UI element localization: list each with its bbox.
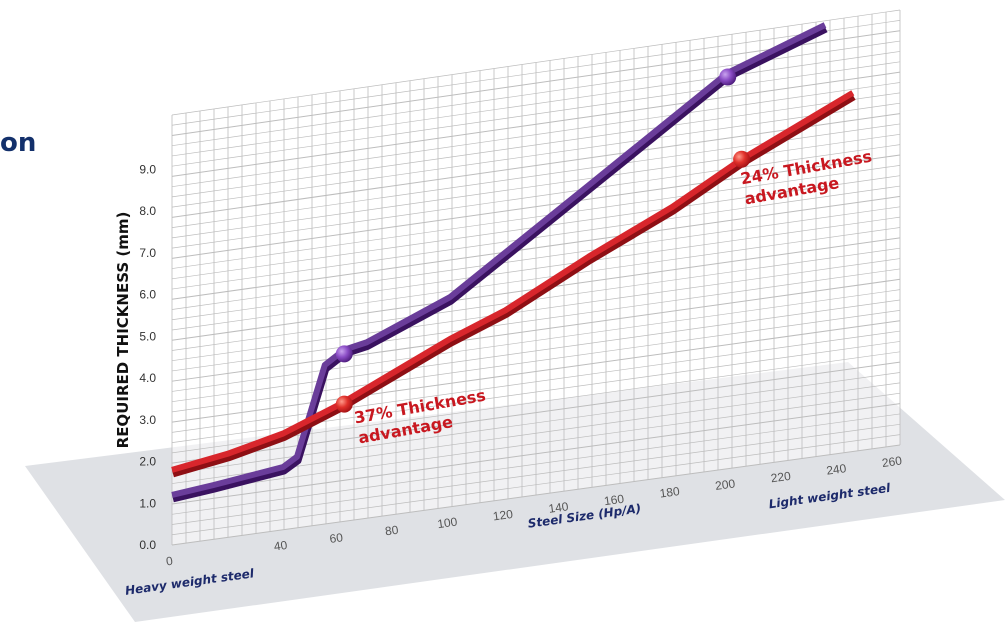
page-title-fragment: on (0, 128, 37, 158)
grid-line-horizontal (171, 444, 901, 546)
grid-line-horizontal (171, 423, 901, 525)
y-tick-label: 3.0 (139, 413, 156, 427)
grid-line-horizontal (171, 165, 901, 269)
x-tick-label: 220 (770, 469, 792, 486)
grid-line-horizontal (171, 102, 901, 208)
grid-line-horizontal (171, 278, 901, 382)
grid-line-horizontal (171, 61, 901, 167)
grid-line-horizontal (171, 206, 901, 310)
grid-line-horizontal (171, 154, 901, 259)
x-tick-label: 140 (548, 499, 570, 516)
grid-line-horizontal (171, 113, 901, 218)
grid-line-horizontal (171, 392, 901, 495)
y-tick-label: 9.0 (139, 162, 156, 176)
grid-line-horizontal (171, 403, 901, 505)
marker-red (733, 150, 751, 168)
y-tick-label: 7.0 (139, 246, 156, 260)
x-tick-label: 80 (384, 523, 399, 539)
grid-line-horizontal (171, 227, 901, 331)
x-tick-label: 40 (273, 538, 288, 554)
grid-line-horizontal (171, 268, 901, 372)
grid-line-horizontal (171, 144, 901, 249)
grid-line-horizontal (171, 20, 901, 126)
grid-line-horizontal (171, 434, 901, 536)
y-axis-label: REQUIRED THICKNESS (mm) (114, 212, 132, 449)
grid-line-horizontal (171, 289, 901, 392)
grid-line-horizontal (171, 195, 901, 300)
x-tick-label: 240 (825, 461, 847, 478)
grid-line-horizontal (171, 71, 901, 177)
grid-line-horizontal (171, 361, 901, 464)
grid-line-horizontal (171, 9, 901, 116)
x-tick-label: 260 (881, 453, 903, 470)
marker-purple (719, 68, 737, 86)
grid-line-horizontal (171, 258, 901, 362)
y-tick-label: 1.0 (139, 496, 156, 510)
grid-line-horizontal (171, 330, 901, 433)
grid-line-horizontal (171, 40, 901, 147)
x-tick-label: 160 (603, 492, 625, 509)
series-line-red (171, 90, 855, 473)
grid-line-horizontal (171, 299, 901, 403)
x-tick-label: 120 (492, 507, 514, 524)
x-tick-label: 200 (714, 476, 736, 493)
y-tick-label: 8.0 (139, 204, 156, 218)
x-tick-label: 0 (165, 554, 174, 569)
series-line-red-depth (172, 93, 856, 478)
y-tick-label: 0.0 (139, 538, 156, 552)
grid-line-horizontal (171, 216, 901, 321)
y-tick-label: 6.0 (139, 288, 156, 302)
grid-line-horizontal (171, 185, 901, 290)
grid-line-horizontal (171, 82, 901, 188)
marker-red (335, 395, 353, 413)
grid-line-horizontal (171, 133, 901, 239)
grid-line-horizontal (171, 92, 901, 198)
y-tick-label: 4.0 (139, 371, 156, 385)
grid-line-horizontal (171, 310, 901, 413)
x-tick-label: 100 (436, 515, 458, 532)
x-tick-label: 60 (329, 530, 344, 546)
grid-line-horizontal (171, 413, 901, 515)
x-tick-label: 180 (659, 484, 681, 501)
grid-line-horizontal (171, 51, 901, 157)
marker-purple (335, 345, 353, 363)
grid-line-horizontal (171, 320, 901, 423)
y-tick-label: 2.0 (139, 455, 156, 469)
y-tick-label: 5.0 (139, 329, 156, 343)
